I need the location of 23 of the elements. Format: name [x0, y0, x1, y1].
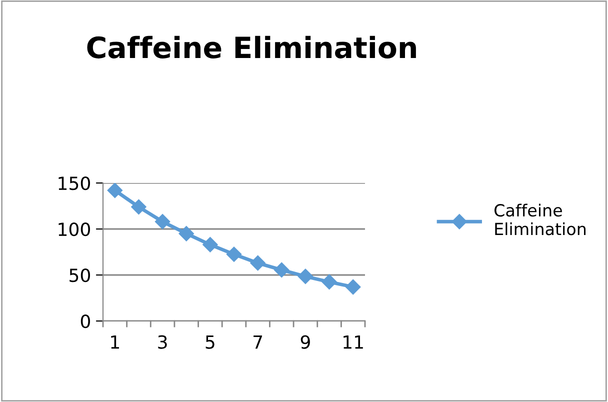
- y-tick-label: 50: [70, 268, 90, 282]
- point: [131, 199, 146, 214]
- point: [107, 183, 122, 198]
- point: [154, 214, 170, 230]
- chart-title: Caffeine Elimination: [87, 36, 416, 58]
- y-tick-label: 100: [58, 222, 90, 236]
- y-tick-label: 0: [80, 314, 90, 328]
- x-tick-label: 1: [111, 335, 119, 349]
- point: [178, 226, 194, 242]
- point: [322, 274, 337, 290]
- y-tick-label: 150: [58, 176, 90, 190]
- point: [346, 279, 361, 295]
- point: [250, 255, 266, 271]
- legend-label: Caffeine Elimination: [494, 204, 586, 236]
- point: [298, 268, 314, 284]
- x-tick-label: 9: [300, 335, 310, 349]
- point: [202, 237, 218, 252]
- x-tick-label: 5: [206, 335, 214, 349]
- x-tick-label: 7: [254, 335, 262, 349]
- point: [226, 246, 242, 262]
- point: [274, 262, 290, 278]
- x-tick-label: 3: [158, 335, 167, 349]
- x-tick-label: 11: [344, 335, 363, 349]
